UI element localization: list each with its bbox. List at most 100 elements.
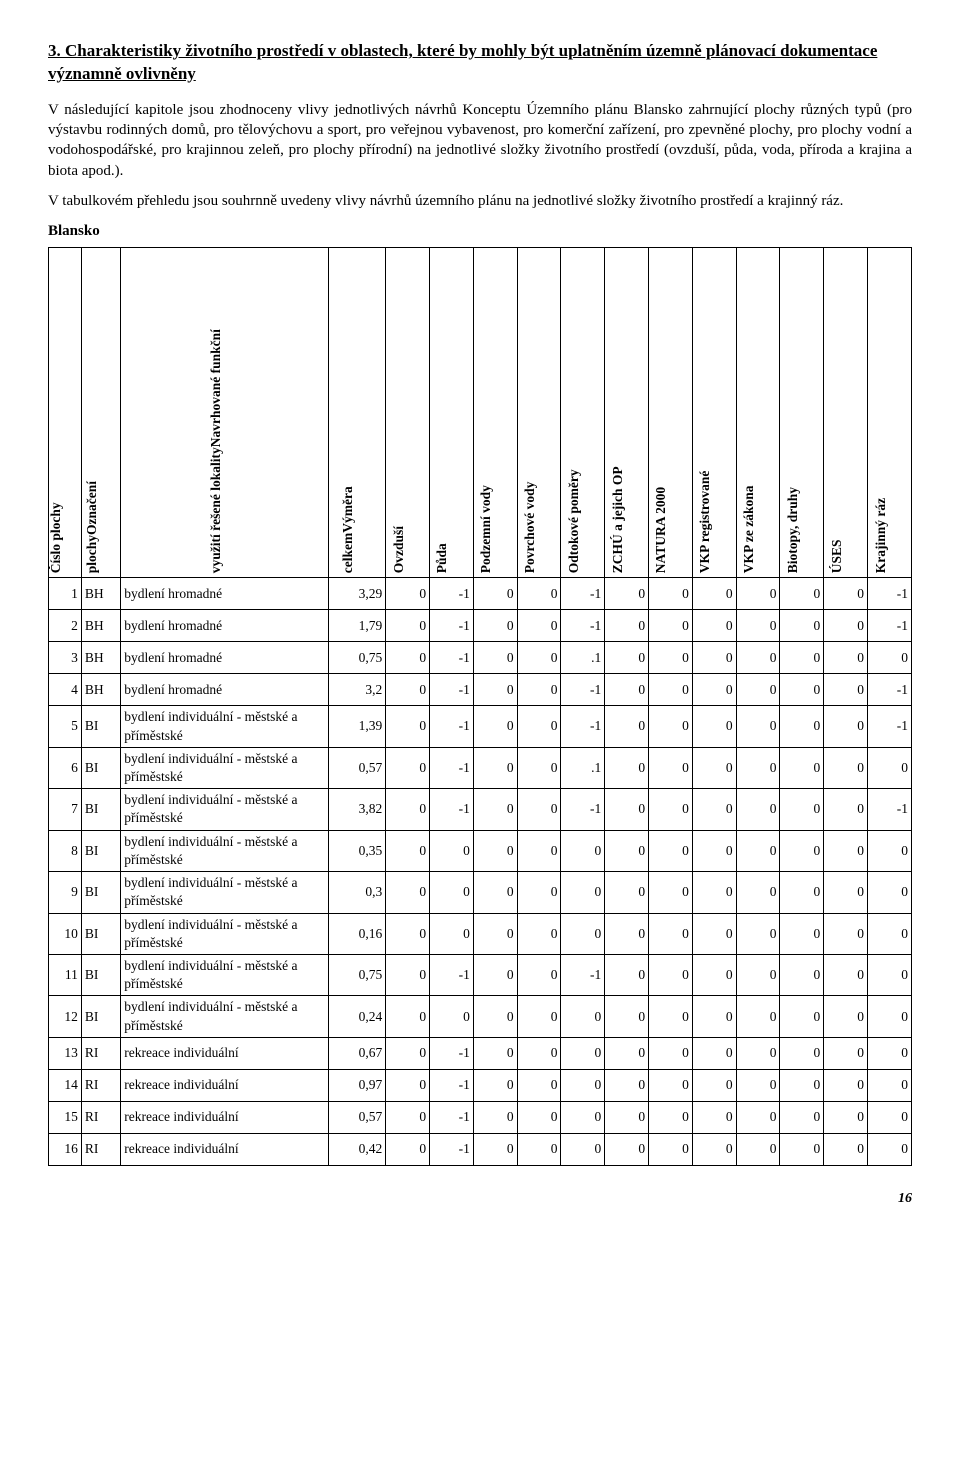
table-cell: 0 <box>780 913 824 954</box>
table-row: 10BIbydlení individuální - městské a pří… <box>49 913 912 954</box>
impact-table: Číslo plochy plochyOznačení využití řeše… <box>48 247 912 1166</box>
table-cell: 0 <box>605 1133 649 1165</box>
table-row: 11BIbydlení individuální - městské a pří… <box>49 955 912 996</box>
table-cell: 6 <box>49 747 82 788</box>
table-cell: 0 <box>386 996 430 1037</box>
table-cell: 0 <box>824 1133 868 1165</box>
table-cell: -1 <box>868 578 912 610</box>
table-cell: 0 <box>386 578 430 610</box>
table-cell: 0,16 <box>329 913 386 954</box>
col-header: Biotopy, druhy <box>780 248 824 578</box>
table-cell: 0 <box>473 578 517 610</box>
table-cell: 0 <box>605 830 649 871</box>
table-cell: 0 <box>430 913 474 954</box>
table-cell: 0 <box>430 830 474 871</box>
table-cell: 0 <box>780 872 824 913</box>
table-cell: 0 <box>780 1133 824 1165</box>
table-cell: bydlení hromadné <box>121 578 329 610</box>
table-cell: -1 <box>430 1037 474 1069</box>
col-header: Podzemní vody <box>473 248 517 578</box>
table-cell: 0 <box>473 642 517 674</box>
table-cell: 0 <box>692 830 736 871</box>
table-cell: 0 <box>824 872 868 913</box>
table-cell: .1 <box>561 747 605 788</box>
col-header: Půda <box>430 248 474 578</box>
table-cell: 0 <box>736 674 780 706</box>
table-cell: -1 <box>430 955 474 996</box>
table-cell: 0 <box>736 1101 780 1133</box>
table-cell: 0 <box>692 747 736 788</box>
table-row: 1BHbydlení hromadné3,290-100-1000000-1 <box>49 578 912 610</box>
table-cell: BI <box>81 747 120 788</box>
table-row: 16RIrekreace individuální0,420-100000000… <box>49 1133 912 1165</box>
table-cell: 0 <box>473 955 517 996</box>
table-cell: 0 <box>736 955 780 996</box>
table-cell: 0 <box>386 955 430 996</box>
table-cell: 0 <box>736 789 780 830</box>
table-cell: rekreace individuální <box>121 1101 329 1133</box>
table-cell: 0 <box>649 610 693 642</box>
table-cell: BI <box>81 872 120 913</box>
table-cell: 0 <box>561 913 605 954</box>
table-cell: 0 <box>473 1037 517 1069</box>
table-cell: -1 <box>561 578 605 610</box>
col-header: ÚSES <box>824 248 868 578</box>
col-header: ZCHÚ a jejich OP <box>605 248 649 578</box>
table-cell: 0 <box>517 996 561 1037</box>
table-cell: 0 <box>649 1037 693 1069</box>
table-cell: 0 <box>386 872 430 913</box>
table-cell: 3,29 <box>329 578 386 610</box>
table-row: 7BIbydlení individuální - městské a přím… <box>49 789 912 830</box>
table-cell: -1 <box>430 1133 474 1165</box>
table-cell: 0 <box>736 913 780 954</box>
table-cell: 13 <box>49 1037 82 1069</box>
table-cell: 0 <box>430 996 474 1037</box>
table-cell: 0,57 <box>329 1101 386 1133</box>
table-cell: 2 <box>49 610 82 642</box>
col-header: VKP registrované <box>692 248 736 578</box>
table-cell: 0 <box>561 872 605 913</box>
table-cell: 0 <box>824 1101 868 1133</box>
table-cell: 0 <box>780 996 824 1037</box>
table-cell: 0 <box>692 789 736 830</box>
table-cell: 0 <box>473 706 517 747</box>
table-cell: 0 <box>473 996 517 1037</box>
table-cell: 0 <box>868 872 912 913</box>
table-cell: 10 <box>49 913 82 954</box>
table-cell: 0 <box>692 872 736 913</box>
table-cell: 0 <box>692 1037 736 1069</box>
table-cell: -1 <box>430 1069 474 1101</box>
table-cell: -1 <box>561 674 605 706</box>
table-cell: 0 <box>473 913 517 954</box>
table-cell: 4 <box>49 674 82 706</box>
table-cell: 0 <box>780 674 824 706</box>
table-cell: 0 <box>517 789 561 830</box>
table-cell: 0 <box>649 789 693 830</box>
table-cell: 0,75 <box>329 955 386 996</box>
table-cell: 0 <box>649 1101 693 1133</box>
table-cell: 0 <box>605 578 649 610</box>
col-header: Povrchové vody <box>517 248 561 578</box>
table-header-row: Číslo plochy plochyOznačení využití řeše… <box>49 248 912 578</box>
table-cell: 0 <box>780 1069 824 1101</box>
table-cell: 0 <box>517 1133 561 1165</box>
table-cell: 0,42 <box>329 1133 386 1165</box>
table-row: 3BHbydlení hromadné0,750-100.10000000 <box>49 642 912 674</box>
table-cell: 15 <box>49 1101 82 1133</box>
table-cell: 0 <box>386 1101 430 1133</box>
table-cell: BH <box>81 610 120 642</box>
table-cell: 0 <box>517 1037 561 1069</box>
table-cell: 0 <box>561 1133 605 1165</box>
table-cell: bydlení hromadné <box>121 642 329 674</box>
table-cell: 0 <box>517 955 561 996</box>
table-cell: 0,67 <box>329 1037 386 1069</box>
table-cell: -1 <box>430 747 474 788</box>
table-cell: 0 <box>386 913 430 954</box>
table-cell: 0 <box>649 1133 693 1165</box>
table-cell: 0 <box>473 1133 517 1165</box>
table-cell: 0 <box>868 913 912 954</box>
table-cell: 0 <box>430 872 474 913</box>
table-cell: 0 <box>824 1069 868 1101</box>
table-cell: 3,2 <box>329 674 386 706</box>
table-cell: 5 <box>49 706 82 747</box>
